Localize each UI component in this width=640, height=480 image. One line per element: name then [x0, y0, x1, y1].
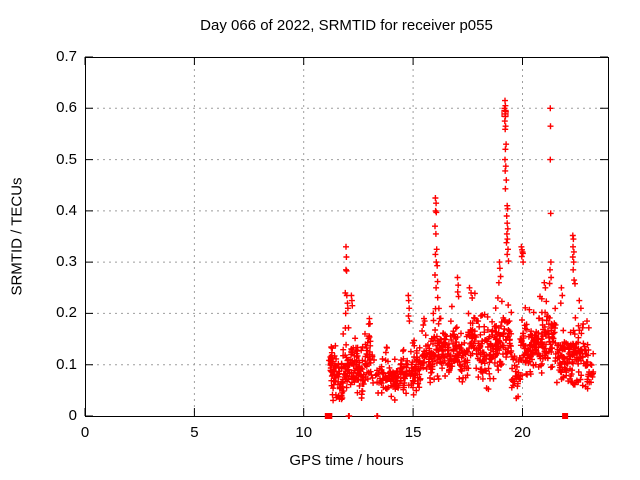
x-tick-label: 5: [190, 424, 199, 441]
y-tick-label: 0.7: [56, 48, 77, 65]
y-tick-label: 0.1: [56, 355, 77, 373]
y-tick-label: 0.2: [56, 304, 77, 322]
y-tick-label: 0.3: [56, 253, 77, 271]
x-tick-label: 10: [295, 424, 313, 441]
y-tick-label: 0: [68, 407, 77, 424]
y-axis-title: SRMTID / TECUs: [8, 177, 26, 296]
x-tick-label: 20: [514, 424, 531, 441]
y-tick-label: 0.4: [56, 201, 77, 219]
x-tick-label: 0: [80, 424, 90, 441]
y-tick-label: 0.6: [56, 99, 77, 117]
x-tick-label: 15: [404, 424, 422, 441]
y-tick-label: 0.5: [56, 150, 77, 168]
chart-title: Day 066 of 2022, SRMTID for receiver p05…: [200, 17, 493, 34]
x-axis-title: GPS time / hours: [289, 452, 404, 469]
